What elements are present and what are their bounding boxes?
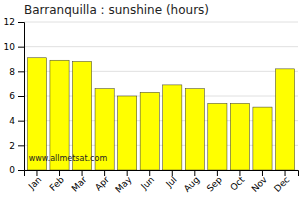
x-tick-label: May: [113, 174, 134, 195]
y-tick: 8: [9, 67, 24, 77]
y-tick-mark: [18, 96, 24, 97]
x-tick-label: Aug: [182, 175, 202, 195]
x-tick: Mar: [69, 170, 88, 194]
y-tick: 10: [4, 42, 24, 52]
x-tick: Jun: [139, 170, 157, 192]
x-tick-label: Dec: [272, 174, 291, 193]
bar: [185, 89, 204, 170]
x-tick: Nov: [249, 170, 269, 194]
bar: [208, 103, 227, 170]
grid-line: [24, 46, 298, 47]
y-tick-label: 2: [9, 141, 15, 151]
x-axis: JanFebMar AprMay Jun Jul AugSepOctNovDec: [25, 170, 299, 195]
x-tick-label: Nov: [249, 174, 269, 194]
bar: [140, 92, 159, 170]
x-tick: Jan: [26, 170, 44, 192]
y-tick-mark: [18, 71, 24, 72]
axis-line: [25, 171, 299, 177]
x-tick: Jul: [163, 170, 178, 190]
y-tick: 0: [9, 165, 24, 175]
bar: [118, 96, 137, 170]
bar: [253, 107, 272, 170]
y-tick-mark: [18, 22, 24, 23]
bars: [27, 58, 294, 170]
grid-line: [24, 22, 298, 23]
y-tick-mark: [18, 47, 24, 48]
x-tick-label: Jan: [26, 175, 44, 193]
x-tick: May: [113, 170, 134, 195]
x-tick: Oct: [228, 170, 246, 193]
y-tick-mark: [18, 170, 24, 171]
grid: [24, 22, 298, 170]
y-tick-mark: [18, 121, 24, 122]
x-tick: Aug: [182, 170, 202, 194]
y-tick: 2: [9, 141, 24, 151]
chart-container: Barranquilla : sunshine (hours) 0 2 4 6 8 10 12…: [0, 0, 306, 200]
x-tick: Apr: [93, 170, 111, 193]
y-tick-label: 0: [9, 165, 15, 175]
x-tick: Feb: [48, 170, 67, 193]
x-tick: Dec: [272, 170, 291, 194]
x-tick-label: Oct: [228, 174, 246, 192]
bar: [163, 85, 182, 170]
y-axis: 0 2 4 6 8 10 12: [4, 17, 25, 175]
y-tick-label: 12: [4, 17, 15, 27]
annotation: www.allmetsat.com: [29, 154, 108, 163]
x-tick-label: Feb: [48, 174, 67, 193]
x-tick-label: Mar: [69, 174, 88, 193]
bar: [275, 69, 294, 170]
x-tick-label: Sep: [205, 174, 224, 193]
y-tick-label: 8: [9, 67, 15, 77]
x-tick-label: Apr: [93, 174, 111, 192]
y-tick-label: 4: [9, 116, 15, 126]
y-tick: 12: [4, 17, 24, 27]
y-tick: 6: [9, 91, 24, 101]
plot-area: 0 2 4 6 8 10 12 JanFebMar AprMay Jun Jul AugSepOctN…: [4, 17, 299, 194]
y-tick: 4: [9, 116, 24, 126]
x-tick: Sep: [205, 170, 224, 194]
x-tick-label: Jun: [139, 175, 157, 193]
chart-svg: Barranquilla : sunshine (hours) 0 2 4 6 8 10 12…: [0, 0, 306, 200]
title: Barranquilla : sunshine (hours): [24, 3, 209, 17]
y-tick-label: 6: [9, 91, 15, 101]
axis-line: [18, 23, 25, 171]
y-tick-label: 10: [4, 42, 16, 52]
bar: [230, 103, 249, 170]
x-tick-label: Jul: [163, 175, 178, 190]
y-tick-mark: [18, 145, 24, 146]
